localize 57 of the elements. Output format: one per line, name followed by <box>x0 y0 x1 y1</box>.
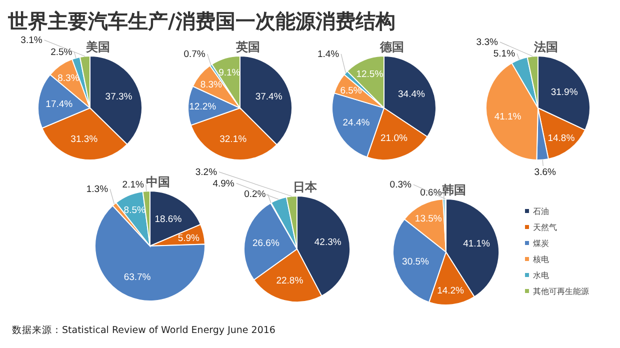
data-label: 21.0% <box>380 133 408 144</box>
legend-label: 其他可再生能源 <box>533 287 589 296</box>
data-label: 13.5% <box>414 214 442 225</box>
data-label: 0.7% <box>184 49 206 60</box>
legend-label: 核电 <box>532 255 549 264</box>
text: 日本 <box>293 180 318 194</box>
chart-title: 韩国 <box>441 183 466 197</box>
data-label: 5.1% <box>493 48 516 60</box>
data-label: 6.5% <box>340 86 362 97</box>
data-label: 0.6% <box>420 188 442 199</box>
data-label: 9.1% <box>218 68 241 79</box>
data-label: 0.2% <box>244 189 266 200</box>
data-label: 4.9% <box>212 178 235 190</box>
data-label: 22.8% <box>276 275 304 286</box>
data-label: 41.1% <box>463 238 491 250</box>
data-label: 8.5% <box>124 205 146 216</box>
data-label: 3.1% <box>20 35 43 46</box>
data-label: 18.6% <box>154 214 182 225</box>
data-label: 1.3% <box>86 184 109 195</box>
data-label: 31.3% <box>70 134 98 146</box>
data-label: 30.5% <box>402 256 430 268</box>
data-label: 31.9% <box>550 86 578 98</box>
data-label: 37.4% <box>255 92 283 103</box>
data-label: 0.3% <box>390 180 412 191</box>
data-label: 8.3% <box>58 72 80 84</box>
data-label: 1.4% <box>317 49 340 60</box>
data-label: 17.4% <box>46 98 74 110</box>
chart-title: 美国 <box>85 40 110 54</box>
data-label: 14.8% <box>548 132 576 144</box>
data-label: 2.5% <box>50 46 73 58</box>
chart-title: 法国 <box>533 40 558 54</box>
legend-label: 水电 <box>533 271 549 280</box>
chart-title: 中国 <box>146 175 170 189</box>
data-label: 3.3% <box>476 37 499 48</box>
data-label: 12.2% <box>189 102 217 113</box>
data-label: 5.9% <box>178 232 200 244</box>
chart-title: 英国 <box>235 40 260 54</box>
text: 世界主要汽车生产/消费国一次能源消费结构 <box>7 9 396 33</box>
data-label: 14.2% <box>437 285 465 296</box>
source-note: 数据来源：Statistical Review of World Energy June 2016 <box>12 324 276 336</box>
data-label: 12.5% <box>356 68 384 80</box>
data-label: 42.3% <box>314 236 342 248</box>
data-label: 41.1% <box>494 111 522 122</box>
chart-title: 德国 <box>379 40 404 54</box>
data-label: 63.7% <box>124 272 152 283</box>
data-label: 8.3% <box>200 80 223 91</box>
data-label: 32.1% <box>220 134 248 145</box>
data-label: 2.1% <box>122 180 144 191</box>
legend-label: 煤炭 <box>533 239 549 248</box>
data-label: 3.6% <box>534 167 557 178</box>
data-label: 26.6% <box>252 238 280 249</box>
data-label: 24.4% <box>342 118 370 129</box>
data-label: 3.2% <box>195 166 218 178</box>
data-label: 34.4% <box>398 88 426 100</box>
data-label: 37.3% <box>105 91 133 102</box>
legend-label: 天然气 <box>533 223 557 232</box>
legend-label: 石油 <box>533 207 549 216</box>
